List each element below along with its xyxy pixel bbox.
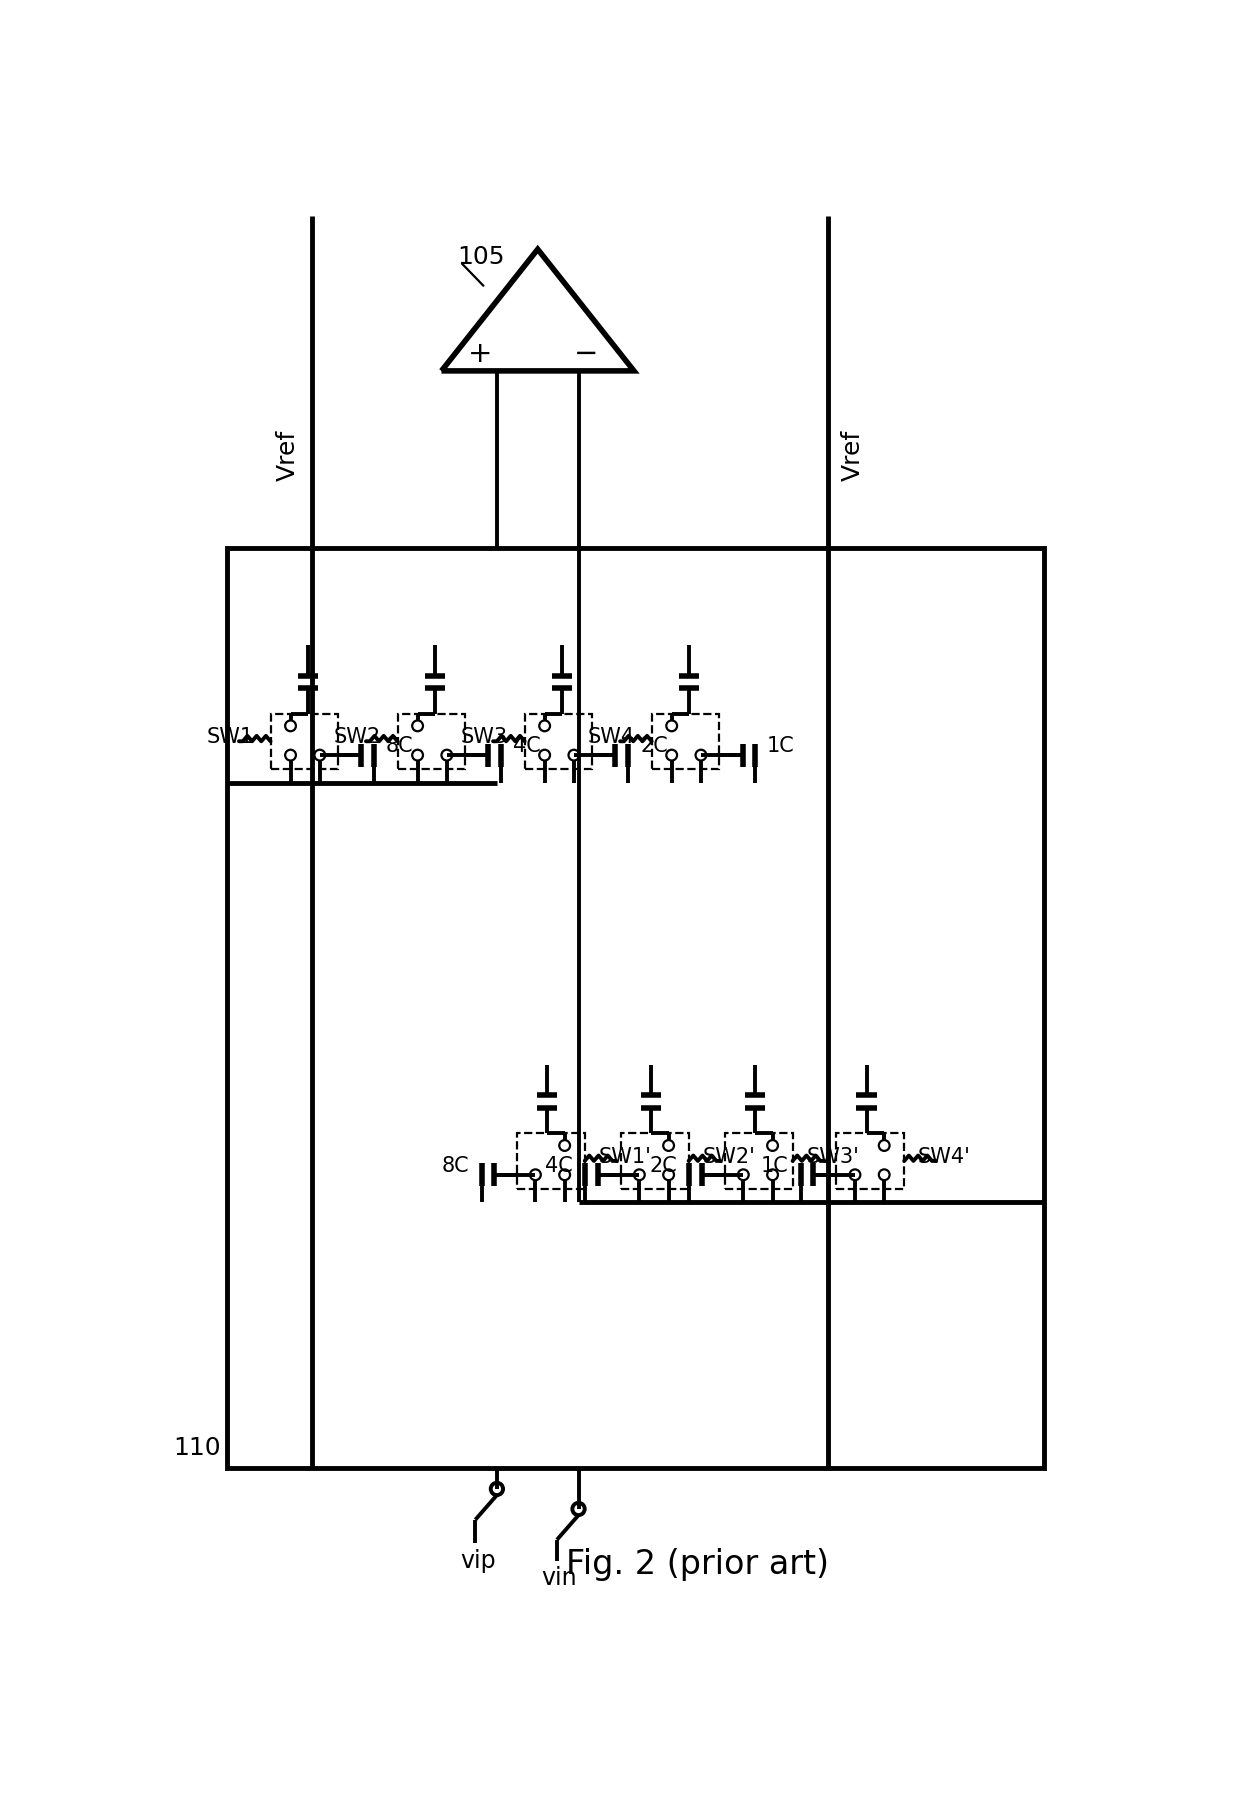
Text: vip: vip [460,1549,496,1572]
Text: 2C: 2C [650,1156,677,1176]
Text: 105: 105 [456,245,505,268]
Bar [270,713,339,769]
Text: +: + [467,340,492,367]
Bar [227,548,1044,1468]
Text: 2C: 2C [640,737,668,756]
Bar [517,1133,585,1189]
Text: SW3: SW3 [461,728,508,747]
Text: SW2': SW2' [702,1147,755,1167]
Bar [525,713,593,769]
Text: Vref: Vref [841,430,864,481]
Text: SW4': SW4' [918,1147,971,1167]
Text: SW1: SW1 [207,728,254,747]
Text: Vref: Vref [275,430,299,481]
Bar [652,713,719,769]
Text: SW3': SW3' [806,1147,859,1167]
Text: 1C: 1C [761,1156,789,1176]
Bar [837,1133,904,1189]
Text: SW4: SW4 [588,728,635,747]
Bar [725,1133,792,1189]
Polygon shape [441,249,634,371]
Text: SW1': SW1' [598,1147,651,1167]
Text: 4C: 4C [546,1156,573,1176]
Bar [398,713,465,769]
Text: 8C: 8C [386,737,414,756]
Text: −: − [574,340,599,367]
Text: Fig. 2 (prior art): Fig. 2 (prior art) [565,1547,828,1581]
Text: 4C: 4C [513,737,541,756]
Text: 8C: 8C [441,1156,469,1176]
Bar [621,1133,688,1189]
Text: 1C: 1C [768,737,795,756]
Text: SW2: SW2 [334,728,381,747]
Text: 110: 110 [174,1437,221,1461]
Text: vin: vin [542,1567,577,1590]
